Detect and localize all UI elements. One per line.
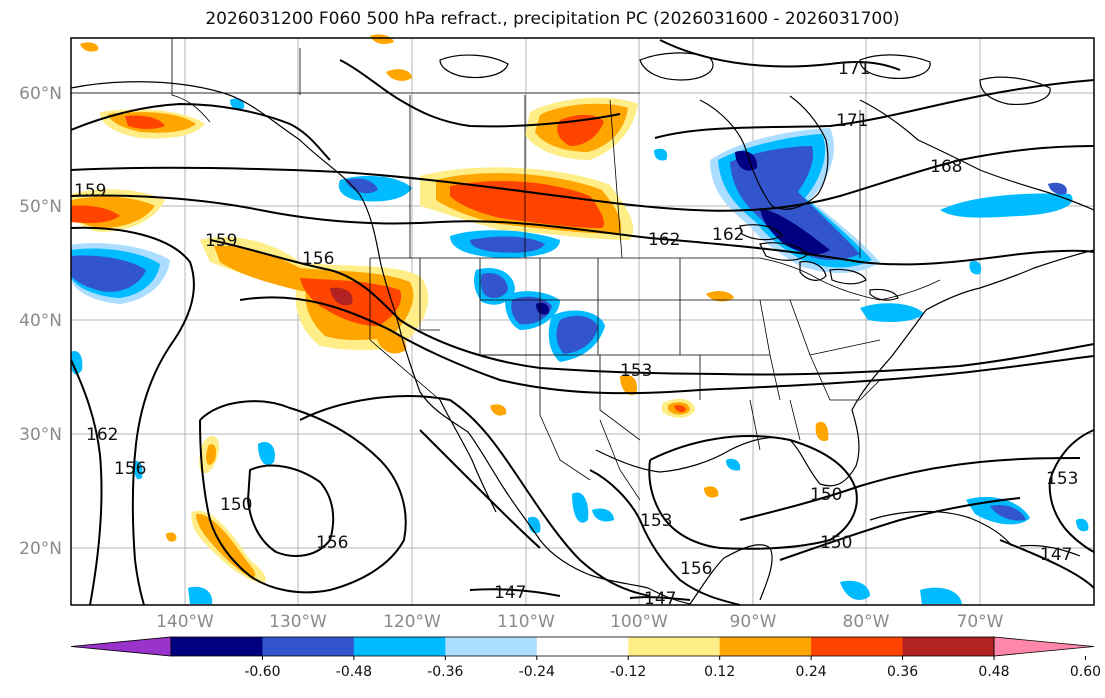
contour-label: 162	[86, 425, 118, 445]
contour-label-group: 171 171 168 162 162 159 159 156 153 162 …	[74, 59, 1078, 609]
contour-label: 156	[680, 559, 712, 579]
colorbar-segment	[811, 637, 904, 656]
contour-label: 162	[712, 225, 744, 245]
precip-negative-anomalies	[71, 98, 1089, 604]
colorbar-segment	[628, 637, 721, 656]
contour-label: 156	[316, 533, 348, 553]
colorbar-segment	[445, 637, 538, 656]
lon-label: 90°W	[730, 612, 777, 632]
latitude-labels: 60°N 50°N 40°N 30°N 20°N	[19, 84, 62, 559]
colorbar-segment	[262, 637, 355, 656]
lat-label: 60°N	[19, 84, 62, 104]
contour-label: 162	[648, 230, 680, 250]
contour-label: 153	[1046, 469, 1078, 489]
lat-label: 50°N	[19, 197, 62, 217]
contour-label: 153	[620, 361, 652, 381]
colorbar-tick-label: 0.60	[1070, 664, 1101, 680]
contour-label: 150	[810, 485, 842, 505]
colorbar-tick-label: -0.24	[519, 664, 555, 680]
contour-label: 153	[640, 511, 672, 531]
colorbar-segment	[536, 637, 629, 656]
colorbar-frame	[170, 636, 995, 657]
colorbar-tick-label: 0.12	[704, 664, 735, 680]
longitude-labels: 140°W 130°W 120°W 110°W 100°W 90°W 80°W …	[156, 612, 1004, 632]
lon-label: 70°W	[957, 612, 1004, 632]
colorbar-segment	[353, 637, 446, 656]
contour-label: 159	[205, 231, 237, 251]
colorbar-extend-low	[70, 636, 172, 657]
contour-label: 147	[1040, 545, 1072, 565]
colorbar: -0.60 -0.48 -0.36 -0.24 -0.12 0.12 0.24 0.36 0.4…	[70, 636, 1101, 680]
colorbar-tick-label: -0.36	[427, 664, 463, 680]
contour-label: 147	[494, 583, 526, 603]
contour-label: 171	[836, 111, 868, 131]
colorbar-tick-label: 0.24	[796, 664, 827, 680]
map-title: 2026031200 F060 500 hPa refract., precip…	[205, 9, 900, 29]
contour-label: 147	[644, 589, 676, 609]
lat-label: 30°N	[19, 425, 62, 445]
colorbar-segment	[719, 637, 812, 656]
lon-label: 80°W	[843, 612, 890, 632]
contour-label: 171	[838, 59, 870, 79]
lon-label: 110°W	[497, 612, 555, 632]
contour-label: 159	[74, 181, 106, 201]
lon-label: 130°W	[269, 612, 327, 632]
lon-label: 120°W	[383, 612, 441, 632]
contour-label: 150	[220, 495, 252, 515]
lat-label: 20°N	[19, 539, 62, 559]
political-borders	[71, 38, 941, 501]
colorbar-tick-label: -0.48	[336, 664, 372, 680]
colorbar-segment	[902, 637, 995, 656]
colorbar-tick-label: 0.36	[887, 664, 918, 680]
map-panel: 171 171 168 162 162 159 159 156 153 162 …	[70, 34, 1095, 609]
colorbar-tick-label: 0.48	[978, 664, 1009, 680]
lon-label: 100°W	[610, 612, 668, 632]
contour-label: 156	[114, 459, 146, 479]
lat-label: 40°N	[19, 311, 62, 331]
colorbar-segment	[171, 637, 263, 656]
refractivity-contours	[70, 39, 1095, 606]
contour-label: 150	[820, 533, 852, 553]
colorbar-tick-label: -0.60	[244, 664, 280, 680]
contour-label: 156	[302, 249, 334, 269]
map-frame	[70, 37, 1095, 606]
colorbar-extend-high	[993, 636, 1095, 657]
lon-label: 140°W	[156, 612, 214, 632]
colorbar-tick-label: -0.12	[610, 664, 646, 680]
contour-label: 168	[930, 157, 962, 177]
